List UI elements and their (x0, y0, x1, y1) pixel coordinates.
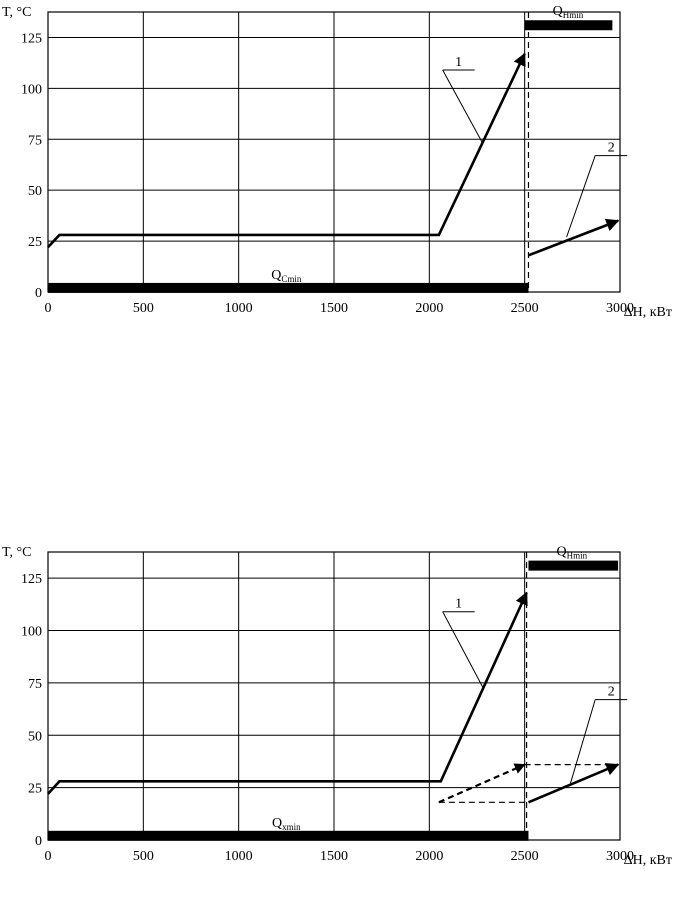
x-tick-label: 1000 (225, 849, 253, 864)
y-tick-label: 25 (28, 235, 42, 250)
x-tick-label: 2000 (415, 301, 443, 316)
label-leader (442, 69, 484, 144)
y-tick-label: 50 (28, 184, 42, 199)
series-line-2 (527, 763, 620, 804)
cold-utility-subscript: Cmin (281, 274, 302, 284)
x-tick-label: 0 (45, 849, 52, 864)
cold-utility-bar (48, 830, 529, 841)
hot-utility-subscript: Hmin (567, 551, 588, 561)
x-tick-label: 500 (133, 849, 154, 864)
hot-utility-label: QHmin (556, 545, 587, 561)
curve-label-2: 2 (608, 685, 615, 700)
hot-utility-label: QHmin (553, 4, 584, 20)
cold-utility-label: Qxmin (272, 816, 301, 832)
series-line-2 (528, 218, 620, 257)
x-tick-label: 0 (45, 301, 52, 316)
x-tick-label: 2000 (415, 849, 443, 864)
series-line-1 (47, 52, 526, 249)
y-tick-label: 100 (21, 625, 42, 640)
y-tick-label: 0 (35, 834, 42, 849)
x-tick-label: 3000 (606, 301, 634, 316)
y-tick-label: 50 (28, 729, 42, 744)
y-tick-label: 75 (28, 133, 42, 148)
y-tick-label: 25 (28, 782, 42, 797)
x-tick-label: 1500 (320, 301, 348, 316)
x-tick-label: 1000 (225, 301, 253, 316)
x-tick-label: 1500 (320, 849, 348, 864)
x-tick-label: 3000 (606, 849, 634, 864)
x-tick-label: 2500 (511, 301, 539, 316)
chart-top: 0 500 1000 1500 2000 2500 3000 0 25 50 75 100 125 T, … (2, 4, 672, 320)
label-leader (566, 155, 596, 238)
y-tick-label: 125 (21, 31, 42, 46)
y-tick-label: 100 (21, 82, 42, 97)
label-leader (442, 611, 484, 688)
cold-utility-subscript: xmin (282, 822, 301, 832)
y-axis-label: T, °C (2, 545, 31, 560)
label-leader (569, 699, 596, 784)
hot-utility-subscript: Hmin (563, 10, 584, 20)
cold-utility-label: QCmin (271, 268, 302, 284)
x-axis-label: ΔH, кВт (624, 305, 672, 320)
series-line-1 (47, 591, 528, 795)
curve-label-2: 2 (608, 141, 615, 156)
hot-utility-bar (524, 20, 613, 31)
series-line-dashed (438, 763, 526, 804)
x-tick-label: 500 (133, 301, 154, 316)
curve-label-1: 1 (455, 597, 462, 612)
y-tick-label: 125 (21, 572, 42, 587)
y-axis-label: T, °C (2, 5, 31, 20)
y-tick-label: 0 (35, 286, 42, 301)
cold-utility-bar (48, 282, 529, 293)
hot-utility-bar (528, 560, 619, 571)
curve-label-1: 1 (455, 55, 462, 70)
x-axis-label: ΔH, кВт (624, 853, 672, 868)
y-tick-label: 75 (28, 677, 42, 692)
x-tick-label: 2500 (511, 849, 539, 864)
chart-bottom: 0 500 1000 1500 2000 2500 3000 0 25 50 75 100 125 T, … (2, 545, 672, 868)
